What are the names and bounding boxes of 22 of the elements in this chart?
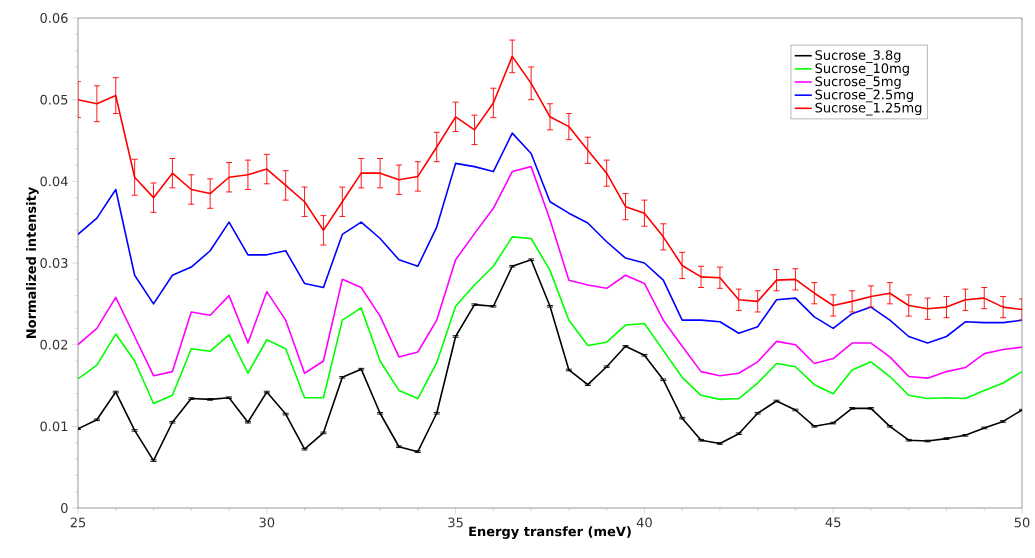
x-axis-title: Energy transfer (meV) — [469, 526, 631, 539]
line-series — [78, 165, 1023, 379]
x-tick-label: 45 — [825, 517, 841, 528]
x-tick-label: 40 — [636, 517, 652, 528]
x-tick-label: 25 — [70, 517, 86, 528]
legend-label: Sucrose_2.5mg — [815, 89, 913, 103]
legend-label: Sucrose_1.25mg — [815, 102, 922, 116]
y-tick-label: 0.04 — [40, 176, 68, 187]
y-tick-label: 0.03 — [40, 258, 68, 268]
y-tick-label: 0.02 — [40, 339, 68, 350]
y-tick-label: 0.05 — [40, 94, 68, 105]
legend-label: Sucrose_10mg — [815, 63, 909, 77]
x-tick-label: 50 — [1014, 517, 1030, 528]
y-tick-label: 0 — [61, 503, 68, 513]
y-tick-label: 0.06 — [40, 13, 68, 23]
x-tick-label: 30 — [259, 517, 275, 528]
line-series — [78, 236, 1023, 405]
y-axis-title: Normalized intensity — [25, 186, 39, 339]
y-tick-label: 0.01 — [40, 421, 68, 432]
legend-label: Sucrose_5mg — [815, 76, 901, 90]
x-tick-label: 35 — [448, 517, 463, 528]
legend-label: Sucrose_3.8g — [815, 50, 901, 63]
